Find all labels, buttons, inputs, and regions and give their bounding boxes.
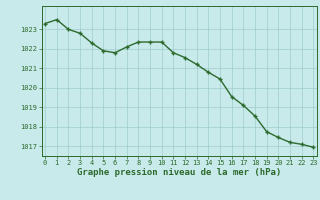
X-axis label: Graphe pression niveau de la mer (hPa): Graphe pression niveau de la mer (hPa)	[77, 168, 281, 177]
